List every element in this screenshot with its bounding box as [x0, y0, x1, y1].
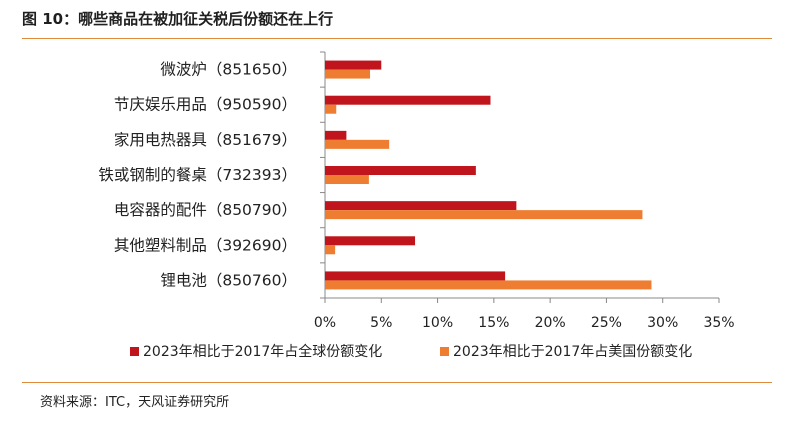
category-label: 微波炉（851650）: [160, 61, 297, 79]
bar-global-share: [325, 130, 347, 140]
bar-global-share: [325, 271, 506, 281]
category-label: 锂电池（850760）: [160, 271, 297, 289]
x-tick-label: 15%: [478, 315, 509, 331]
legend-swatch: [440, 347, 449, 356]
top-divider: [22, 38, 772, 39]
x-tick-label: 10%: [422, 315, 453, 331]
bar-us-share: [325, 139, 390, 149]
x-tick-label: 35%: [703, 315, 734, 331]
x-tick-label: 0%: [314, 315, 336, 331]
figure-title: 图 10：哪些商品在被加征关税后份额还在上行: [22, 10, 334, 28]
x-tick-label: 25%: [591, 315, 622, 331]
category-label: 节庆娱乐用品（950590）: [114, 96, 297, 114]
category-label: 家用电热器具（851679）: [114, 131, 297, 149]
category-label: 铁或钢制的餐桌（732393）: [98, 166, 297, 184]
legend-swatch: [130, 347, 139, 356]
category-label: 电容器的配件（850790）: [114, 201, 297, 219]
bar-global-share: [325, 60, 382, 70]
bar-global-share: [325, 201, 517, 211]
legend-label: 2023年相比于2017年占美国份额变化: [453, 344, 692, 360]
x-tick-label: 5%: [370, 315, 392, 331]
legend-label: 2023年相比于2017年占全球份额变化: [143, 343, 382, 360]
bar-us-share: [325, 175, 369, 184]
bottom-divider: [22, 382, 772, 383]
source-note: 资料来源：ITC，天风证券研究所: [40, 395, 230, 410]
bar-us-share: [325, 104, 337, 114]
bar-global-share: [325, 166, 476, 175]
x-tick-label: 20%: [535, 315, 566, 331]
bar-global-share: [325, 236, 416, 246]
bar-us-share: [325, 245, 336, 255]
bar-us-share: [325, 69, 371, 79]
x-tick-label: 30%: [647, 315, 678, 331]
bar-us-share: [325, 280, 652, 290]
bar-global-share: [325, 95, 491, 105]
category-label: 其他塑料制品（392690）: [114, 236, 297, 254]
bar-us-share: [325, 210, 643, 220]
